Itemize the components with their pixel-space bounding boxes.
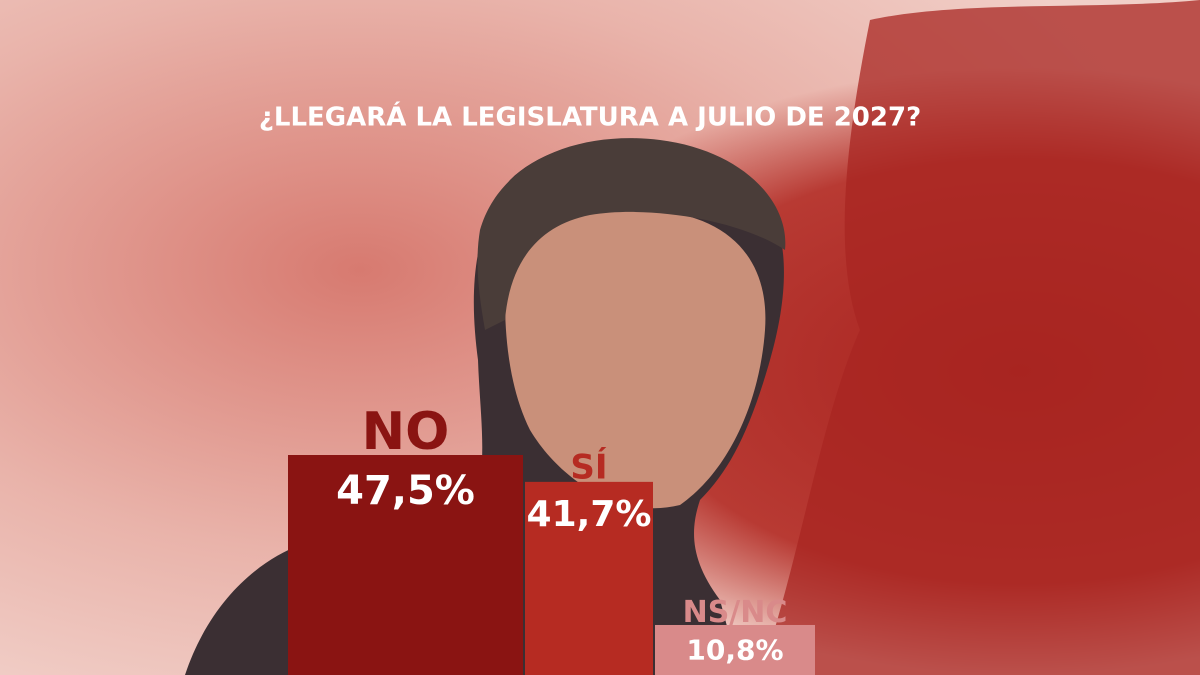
category-label: NS/NC	[683, 595, 788, 630]
value-label: 47,5%	[336, 468, 475, 514]
person-face	[504, 208, 766, 509]
category-label: NO	[362, 402, 450, 462]
value-label: 41,7%	[527, 494, 652, 535]
bar	[655, 624, 815, 675]
bar	[288, 455, 523, 675]
category-label: SÍ	[570, 446, 607, 487]
bar	[525, 481, 653, 675]
chart-title: ¿LLEGARÁ LA LEGISLATURA A JULIO DE 2027?	[259, 101, 921, 133]
value-label: 10,8%	[686, 634, 783, 667]
person-hair	[477, 138, 786, 330]
stain-shape	[760, 0, 1200, 675]
